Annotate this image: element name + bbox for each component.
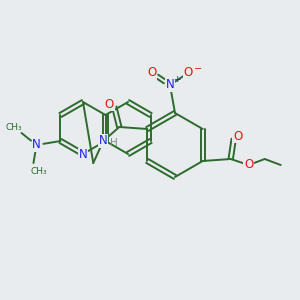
Text: CH₃: CH₃ xyxy=(5,124,22,133)
Text: O: O xyxy=(183,67,193,80)
Text: N: N xyxy=(79,148,87,161)
Text: N: N xyxy=(166,79,174,92)
Text: N: N xyxy=(32,139,41,152)
Text: N: N xyxy=(99,134,108,148)
Text: O: O xyxy=(233,130,242,142)
Text: O: O xyxy=(244,158,253,172)
Text: −: − xyxy=(194,64,202,74)
Text: O: O xyxy=(105,98,114,110)
Text: +: + xyxy=(173,76,181,85)
Text: H: H xyxy=(110,138,118,148)
Text: CH₃: CH₃ xyxy=(30,167,47,176)
Text: O: O xyxy=(147,67,157,80)
